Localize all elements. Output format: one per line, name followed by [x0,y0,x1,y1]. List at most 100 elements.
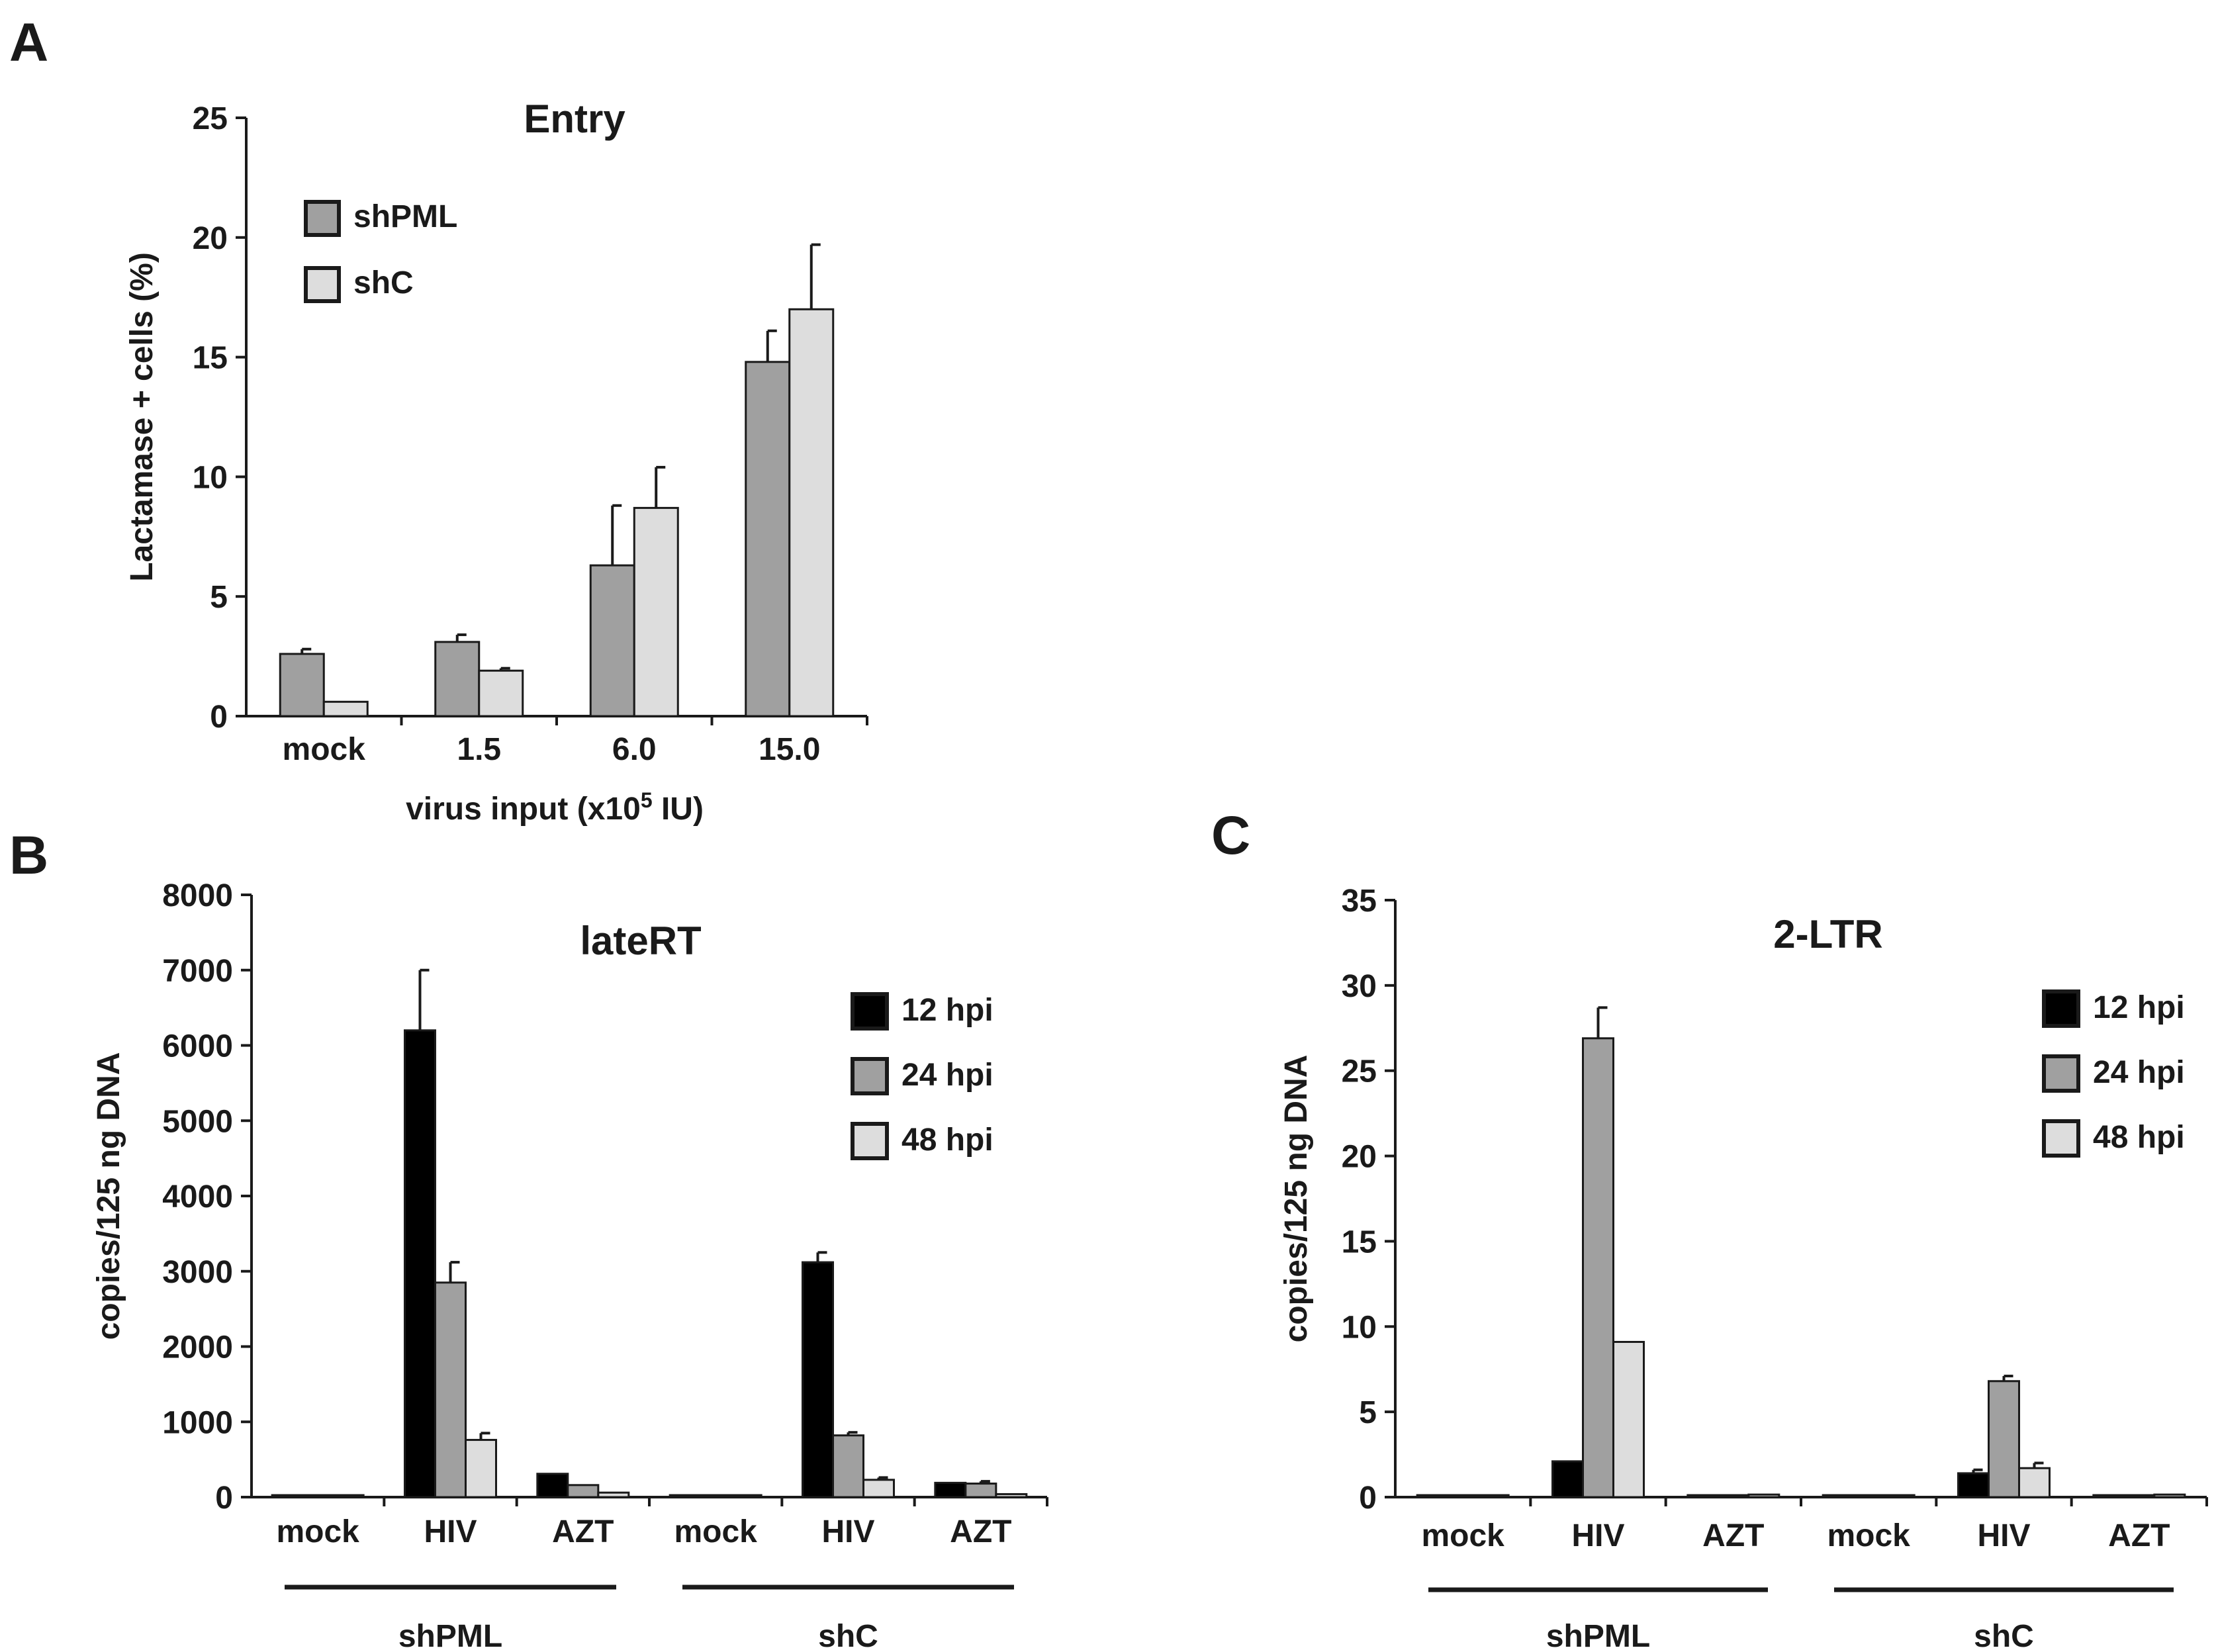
group-label-c-1: shC [1974,1619,2034,1652]
bar-c-12-hpi-4 [1957,1472,1990,1498]
x-tick-label-a: 15.0 [759,732,820,767]
bar-b-48-hpi-2 [597,1491,630,1498]
y-tick-label-a: 15 [193,341,228,376]
y-tick-label-b: 7000 [162,954,233,989]
panel-letter-b: B [9,825,48,886]
group-label-b-1: shC [818,1619,878,1652]
x-tick-label-b: HIV [424,1514,477,1549]
y-tick-label-a: 10 [193,460,228,495]
bar-c-48-hpi-0 [1477,1494,1510,1498]
x-tick-label-c: AZT [2108,1518,2170,1553]
bar-c-48-hpi-3 [1882,1494,1916,1498]
bar-b-24-hpi-3 [699,1494,732,1498]
x-tick-label-c: mock [1827,1518,1910,1553]
x-tick-label-c: HIV [1571,1518,1624,1553]
y-axis-label-a: Lactamase + cells (%) [124,252,160,582]
bar-b-12-hpi-0 [271,1494,304,1498]
legend-swatch-b-2 [851,1122,889,1160]
y-tick-label-a: 5 [210,580,228,615]
y-tick-label-b: 2000 [162,1330,233,1365]
bar-c-24-hpi-0 [1446,1494,1479,1498]
legend-label-a-0: shPML [353,199,457,234]
chart-title-b: lateRT [580,919,701,963]
x-tick-label-c: mock [1421,1518,1504,1553]
bar-c-24-hpi-4 [1988,1380,2020,1498]
x-tick-label-b: HIV [821,1514,874,1549]
legend-swatch-b-1 [851,1057,889,1095]
legend-swatch-b-0 [851,992,889,1031]
bar-a-shc-3 [788,308,835,717]
bar-c-12-hpi-5 [2092,1494,2125,1498]
y-tick-label-c: 35 [1342,884,1377,919]
y-tick-label-c: 5 [1359,1395,1377,1430]
bar-b-12-hpi-1 [404,1029,436,1498]
y-tick-label-a: 25 [193,101,228,136]
legend-swatch-a-1 [304,266,341,303]
bar-a-shpml-1 [434,641,481,717]
bar-c-48-hpi-5 [2153,1493,2186,1498]
y-tick-label-a: 0 [210,700,228,735]
bar-c-12-hpi-2 [1687,1494,1720,1498]
panel-letter-a: A [9,13,48,73]
group-label-c-0: shPML [1546,1619,1650,1652]
bar-b-48-hpi-5 [995,1492,1028,1498]
bar-a-shpml-2 [589,564,635,717]
y-axis-label-b: copies/125 ng DNA [91,1052,126,1340]
bar-c-48-hpi-4 [2018,1467,2051,1498]
chart-title-c: 2-LTR [1773,912,1883,956]
panel-letter-c: C [1211,805,1250,866]
chart-title-a: Entry [524,97,625,141]
y-axis-label-c: copies/125 ng DNA [1279,1055,1314,1343]
bar-b-12-hpi-3 [669,1494,702,1498]
legend-label-c-0: 12 hpi [2093,990,2185,1025]
legend-label-c-2: 48 hpi [2093,1120,2185,1155]
bar-c-12-hpi-1 [1551,1460,1584,1498]
x-tick-label-b: mock [674,1514,757,1549]
y-tick-label-b: 1000 [162,1405,233,1440]
bar-b-48-hpi-0 [332,1494,365,1498]
y-tick-label-b: 0 [215,1481,233,1516]
bar-a-shc-2 [633,506,679,717]
legend-label-b-2: 48 hpi [901,1123,993,1158]
y-tick-label-b: 6000 [162,1029,233,1064]
group-label-b-0: shPML [398,1619,502,1652]
bar-a-shc-1 [478,669,524,717]
y-tick-label-c: 0 [1359,1481,1377,1516]
bar-b-24-hpi-2 [567,1484,600,1498]
legend-swatch-c-2 [2042,1119,2080,1158]
x-tick-label-a: mock [283,732,366,767]
y-tick-label-c: 30 [1342,969,1377,1004]
y-tick-label-c: 15 [1342,1224,1377,1260]
y-tick-label-b: 4000 [162,1179,233,1215]
y-tick-label-c: 25 [1342,1054,1377,1089]
bar-b-48-hpi-1 [465,1439,497,1498]
legend-swatch-c-1 [2042,1054,2080,1093]
y-tick-label-b: 3000 [162,1255,233,1290]
bar-c-48-hpi-1 [1612,1340,1645,1498]
bar-a-shpml-0 [279,653,325,717]
bar-b-24-hpi-0 [301,1494,334,1498]
y-tick-label-c: 20 [1342,1140,1377,1175]
bar-b-48-hpi-3 [729,1494,762,1498]
bar-b-12-hpi-5 [934,1481,967,1498]
bar-b-12-hpi-4 [802,1261,834,1498]
x-axis-label-a: virus input (x105 IU) [406,788,704,827]
y-tick-label-b: 8000 [162,878,233,913]
y-tick-label-b: 5000 [162,1104,233,1139]
bar-c-24-hpi-3 [1852,1494,1885,1498]
x-tick-label-b: AZT [950,1514,1011,1549]
bar-c-12-hpi-3 [1822,1494,1855,1498]
bar-b-12-hpi-2 [536,1473,569,1498]
y-tick-label-a: 20 [193,221,228,256]
x-tick-label-c: HIV [1977,1518,2030,1553]
x-tick-label-b: AZT [552,1514,614,1549]
bar-c-24-hpi-1 [1582,1037,1614,1498]
bar-a-shpml-3 [745,361,791,717]
x-tick-label-b: mock [276,1514,359,1549]
legend-label-c-1: 24 hpi [2093,1055,2185,1090]
legend-swatch-a-0 [304,200,341,237]
bar-c-12-hpi-0 [1416,1494,1449,1498]
bar-c-24-hpi-2 [1717,1494,1750,1498]
x-tick-label-a: 1.5 [457,732,501,767]
